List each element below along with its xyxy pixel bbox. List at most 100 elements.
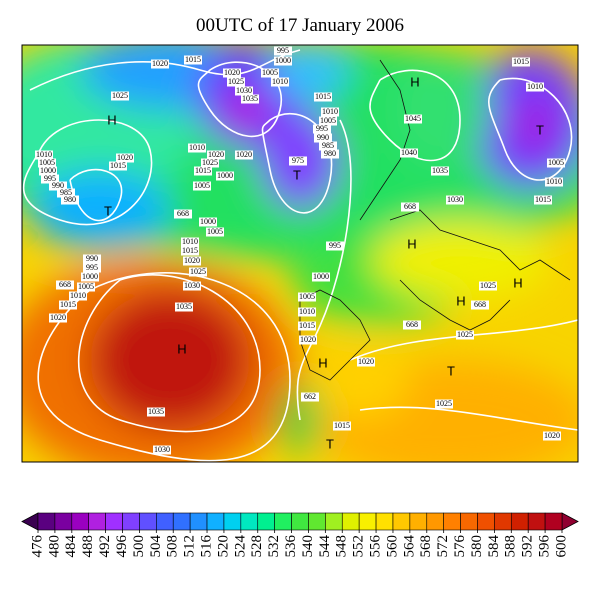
isobar-label: 1030	[184, 281, 200, 290]
isobar-label-bg	[403, 320, 421, 330]
isobar-label: 668	[177, 209, 189, 218]
colorbar-segment	[291, 512, 309, 531]
isobar-label-bg	[446, 195, 464, 205]
isobar-label-bg	[77, 282, 95, 292]
isobar-label-bg	[69, 291, 87, 301]
isobar-label: 1030	[154, 445, 170, 454]
isobar-label-bg	[81, 272, 99, 282]
pressure-center: H	[318, 355, 327, 370]
isobar-label-bg	[109, 161, 127, 171]
colorbar-tick-label: 588	[503, 535, 519, 558]
isobar-label: 1020	[208, 150, 224, 159]
isobar-label: 995	[277, 46, 289, 55]
isobar-label-bg	[153, 445, 171, 455]
isobar-label: 1020	[544, 431, 560, 440]
isobar-label-bg	[333, 421, 351, 431]
isobar-label: 1015	[185, 55, 201, 64]
isobar-label: 1000	[313, 272, 329, 281]
isobar-label: 1010	[299, 307, 315, 316]
isobar-label: 1005	[207, 227, 223, 236]
isobar-label: 1015	[182, 246, 198, 255]
isobar-label-bg	[298, 307, 316, 317]
isobar-label-bg	[111, 91, 129, 101]
isobar-label-bg	[404, 114, 422, 124]
colorbar-segment	[206, 512, 225, 531]
isobar-label-bg	[298, 292, 316, 302]
isobar-label-bg	[471, 300, 489, 310]
isobar-label: 1020	[152, 59, 168, 68]
isobar-label: 1045	[405, 114, 421, 123]
isobar-label: 1000	[275, 56, 291, 65]
isobar-label-bg	[57, 188, 75, 198]
isobar-label: 985	[60, 188, 72, 197]
colorbar-tick-label: 584	[486, 535, 502, 558]
isobar-label-bg	[526, 82, 544, 92]
isobar-label-bg	[207, 150, 225, 160]
isobar-label: 1005	[320, 116, 336, 125]
isobar-label-bg	[206, 227, 224, 237]
isobar-label-bg	[299, 335, 317, 345]
pressure-center: H	[407, 236, 416, 251]
isobar-label: 1020	[117, 153, 133, 162]
colorbar-segment	[223, 512, 242, 531]
pressure-center: T	[326, 436, 334, 451]
isobar-label-bg	[235, 150, 253, 160]
isobar-label-bg	[401, 202, 419, 212]
colorbar-tick-label: 540	[300, 535, 316, 558]
isobar-label: 1010	[546, 177, 562, 186]
colorbar-tick-label: 552	[351, 535, 367, 558]
isobar-label-bg	[175, 302, 193, 312]
isobar-label: 1025	[457, 330, 473, 339]
colorbar-tick-label: 564	[401, 535, 417, 558]
isobar-label: 990	[86, 254, 98, 263]
colorbar-tick-label: 524	[232, 535, 248, 558]
colorbar-segment	[460, 512, 478, 531]
isobar-label-bg	[321, 149, 339, 159]
colorbar-tick-label: 580	[469, 535, 485, 558]
colorbar-segment	[409, 512, 428, 531]
colorbar-segment	[257, 512, 275, 531]
isobar-label-bg	[201, 158, 219, 168]
isobar-label-bg	[400, 148, 418, 158]
isobar-label-bg	[56, 280, 74, 290]
colorbar-segment	[510, 512, 529, 531]
isobar-label-bg	[512, 57, 530, 67]
isobar-label-bg	[49, 181, 67, 191]
isobar-label: 1005	[194, 181, 210, 190]
isobar-label: 1025	[480, 281, 496, 290]
isobar-label-bg	[313, 124, 331, 134]
colorbar-segment	[375, 512, 394, 531]
colorbar-tick-label: 572	[435, 535, 451, 558]
isobar-label-bg	[271, 77, 289, 87]
isobar-label-bg	[61, 195, 79, 205]
isobar-label-bg	[227, 77, 245, 87]
isobar-label-bg	[41, 174, 59, 184]
isobar-label: 1010	[182, 237, 198, 246]
colorbar-segment	[240, 512, 259, 531]
colorbar-tick-label: 560	[384, 535, 400, 558]
isobar-label: 980	[324, 149, 336, 158]
isobar-label-bg	[534, 195, 552, 205]
isobar-label-bg	[183, 256, 201, 266]
isobar-label-bg	[547, 158, 565, 168]
isobar-label: 1010	[322, 107, 338, 116]
isobar-label: 990	[52, 181, 64, 190]
pressure-center: T	[293, 167, 301, 182]
isobar-label: 668	[406, 320, 418, 329]
colorbar-segment	[122, 512, 140, 531]
isobar-label-bg	[223, 68, 241, 78]
isobar-label: 990	[317, 133, 329, 142]
isobar-label: 1025	[190, 267, 206, 276]
colorbar-tick-label: 504	[148, 535, 164, 558]
pressure-center: H	[177, 341, 186, 356]
isobar-label: 1035	[432, 166, 448, 175]
isobar-label: 1025	[202, 158, 218, 167]
colorbar-segment	[392, 512, 411, 531]
colorbar-tick-label: 520	[215, 535, 231, 558]
isobar-label: 1000	[40, 166, 56, 175]
colorbar-tick-label: 516	[198, 535, 214, 558]
isobar-label-bg	[319, 141, 337, 151]
isobar-label: 975	[292, 156, 304, 165]
isobar-label-bg	[479, 281, 497, 291]
isobar-label: 1025	[436, 399, 452, 408]
